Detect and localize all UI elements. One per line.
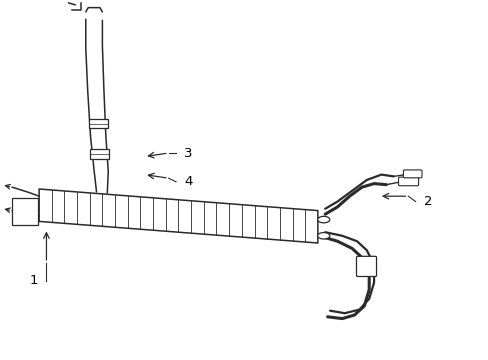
FancyBboxPatch shape bbox=[403, 170, 421, 178]
Text: 4: 4 bbox=[183, 175, 192, 188]
FancyBboxPatch shape bbox=[356, 256, 376, 276]
Text: 1: 1 bbox=[30, 274, 39, 287]
FancyBboxPatch shape bbox=[398, 177, 418, 186]
Bar bbox=[90, 149, 108, 159]
Text: 3: 3 bbox=[183, 147, 192, 159]
Ellipse shape bbox=[317, 216, 329, 223]
Bar bbox=[89, 119, 107, 128]
Text: 2: 2 bbox=[423, 195, 431, 208]
Polygon shape bbox=[39, 189, 317, 243]
Bar bbox=[12, 198, 38, 225]
Ellipse shape bbox=[317, 233, 329, 239]
